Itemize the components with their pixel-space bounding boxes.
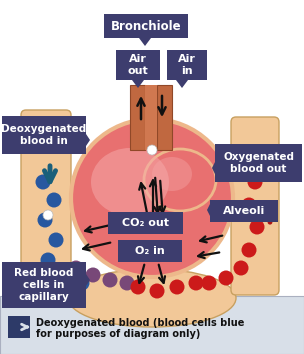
Circle shape — [241, 242, 257, 257]
Circle shape — [74, 275, 89, 291]
Ellipse shape — [144, 149, 216, 211]
Circle shape — [202, 275, 216, 291]
Circle shape — [68, 261, 84, 275]
Circle shape — [102, 273, 118, 287]
Circle shape — [219, 270, 233, 285]
Circle shape — [130, 280, 146, 295]
Ellipse shape — [91, 148, 169, 216]
Text: Air
in: Air in — [178, 54, 196, 76]
Text: CO₂ out: CO₂ out — [122, 218, 169, 228]
FancyBboxPatch shape — [167, 50, 207, 80]
Circle shape — [49, 233, 64, 247]
FancyBboxPatch shape — [21, 110, 71, 305]
Circle shape — [57, 268, 72, 282]
FancyBboxPatch shape — [118, 240, 182, 262]
Polygon shape — [207, 204, 210, 216]
Bar — [130, 85, 145, 150]
Polygon shape — [132, 80, 144, 88]
Text: O₂ in: O₂ in — [135, 246, 165, 256]
Bar — [157, 85, 172, 150]
Text: Air
out: Air out — [128, 54, 148, 76]
Circle shape — [233, 261, 248, 275]
Circle shape — [85, 268, 101, 282]
Polygon shape — [139, 38, 151, 46]
Circle shape — [47, 193, 61, 207]
FancyBboxPatch shape — [116, 50, 160, 80]
Circle shape — [37, 212, 53, 228]
Bar — [8, 316, 30, 338]
FancyBboxPatch shape — [210, 200, 278, 222]
FancyBboxPatch shape — [231, 117, 279, 295]
Circle shape — [36, 175, 50, 189]
Circle shape — [150, 284, 164, 298]
Text: Deoxygenated blood (blood cells blue: Deoxygenated blood (blood cells blue — [36, 318, 244, 328]
Polygon shape — [86, 134, 90, 146]
Text: for purposes of diagram only): for purposes of diagram only) — [36, 329, 200, 339]
Ellipse shape — [71, 119, 233, 277]
Text: Deoxygenated
blood in: Deoxygenated blood in — [2, 124, 87, 146]
FancyBboxPatch shape — [2, 116, 86, 154]
Circle shape — [40, 252, 56, 268]
Text: Red blood
cells in
capillary: Red blood cells in capillary — [14, 268, 74, 302]
Circle shape — [188, 275, 203, 291]
FancyBboxPatch shape — [104, 14, 188, 38]
Ellipse shape — [68, 269, 236, 327]
Polygon shape — [86, 274, 90, 286]
Circle shape — [247, 175, 262, 189]
Text: Bronchiole: Bronchiole — [111, 19, 181, 33]
FancyBboxPatch shape — [215, 144, 302, 182]
Bar — [0, 296, 304, 354]
FancyBboxPatch shape — [108, 212, 183, 234]
Circle shape — [43, 210, 53, 220]
Text: Alveoli: Alveoli — [223, 206, 265, 216]
Circle shape — [245, 205, 255, 215]
Polygon shape — [176, 80, 188, 88]
Circle shape — [241, 198, 257, 212]
Ellipse shape — [152, 157, 192, 191]
Circle shape — [119, 275, 134, 291]
Text: Oxygenated
blood out: Oxygenated blood out — [223, 152, 294, 174]
FancyBboxPatch shape — [2, 262, 86, 308]
Circle shape — [170, 280, 185, 295]
Bar — [145, 85, 157, 150]
Circle shape — [250, 219, 264, 234]
Polygon shape — [212, 162, 215, 174]
Circle shape — [147, 145, 157, 155]
